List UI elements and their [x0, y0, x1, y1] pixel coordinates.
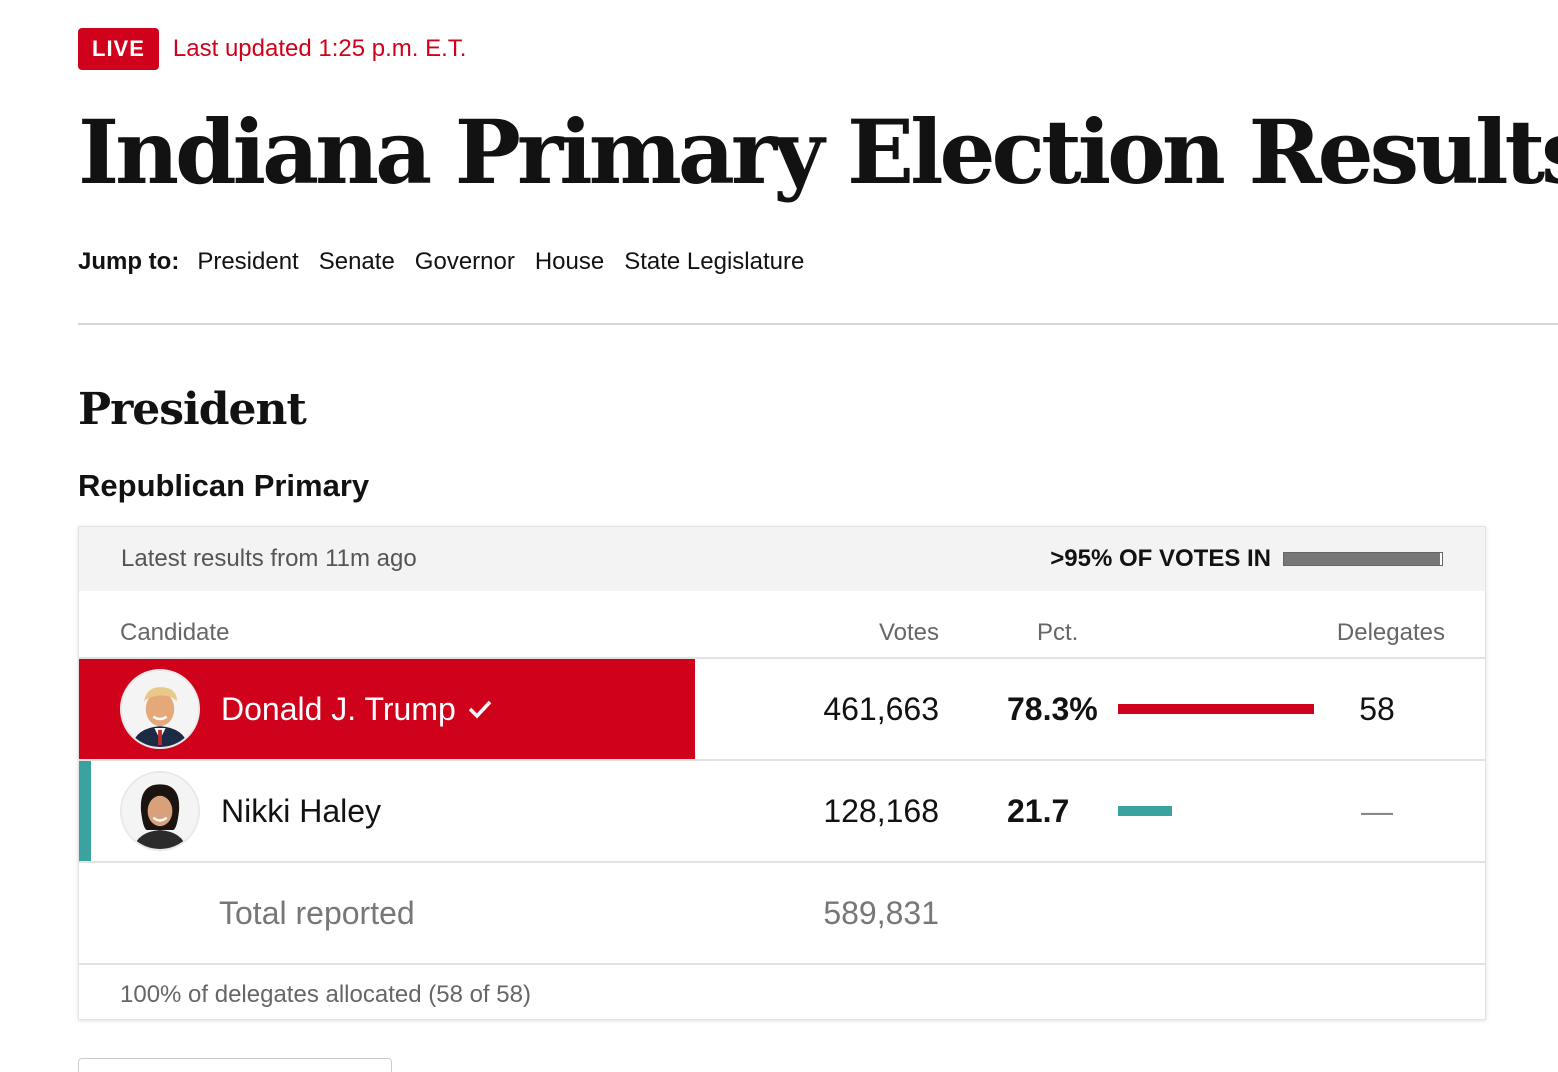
column-header-delegates: Delegates [1336, 619, 1445, 646]
candidate-pct-bar [1118, 704, 1314, 714]
votes-in-indicator: >95% OF VOTES IN [1050, 545, 1443, 573]
column-header-pct: Pct. [1037, 619, 1079, 646]
candidate-row-haley: Nikki Haley 128,168 21.7 — [79, 761, 1485, 863]
latest-results-text: Latest results from 11m ago [121, 545, 417, 572]
jump-link-house[interactable]: House [534, 248, 605, 275]
candidate-pct: 21.7 [1007, 793, 1070, 829]
column-header-votes: Votes [878, 619, 939, 646]
jump-to-nav: Jump to: President Senate Governor House… [78, 248, 824, 276]
race-title: Republican Primary [78, 468, 370, 503]
candidate-color-accent [79, 761, 91, 861]
check-icon [468, 699, 492, 719]
results-table: Latest results from 11m ago >95% OF VOTE… [78, 526, 1486, 1020]
total-row: Total reported 589,831 [79, 863, 1485, 965]
candidate-pct-bar [1118, 806, 1173, 816]
candidate-photo-haley [120, 771, 200, 851]
section-title: President [78, 384, 307, 435]
results-header: Latest results from 11m ago >95% OF VOTE… [79, 527, 1485, 591]
jump-link-president[interactable]: President [197, 248, 299, 275]
candidate-delegates: 58 [1359, 691, 1395, 727]
candidate-row-trump: Donald J. Trump 461,663 78.3% 58 [79, 659, 1485, 761]
trump-photo-icon [122, 671, 198, 747]
jump-link-senate[interactable]: Senate [318, 248, 395, 275]
expand-button[interactable] [78, 1058, 392, 1072]
total-reported-label: Total reported [219, 895, 415, 931]
candidate-votes: 128,168 [823, 793, 939, 829]
candidate-name-block: Nikki Haley [79, 761, 381, 861]
last-updated-text: Last updated 1:25 p.m. E.T. [172, 35, 467, 62]
jump-to-label: Jump to: [78, 248, 180, 275]
candidate-delegates: — [1361, 793, 1393, 829]
votes-in-progress-fill [1284, 553, 1441, 565]
votes-in-progress-bar [1283, 552, 1443, 566]
delegates-footnote: 100% of delegates allocated (58 of 58) [120, 981, 531, 1008]
total-reported-votes: 589,831 [823, 895, 939, 931]
candidate-name-block: Donald J. Trump [79, 659, 695, 759]
candidate-name: Donald J. Trump [221, 690, 456, 727]
page-title: Indiana Primary Election Results [78, 100, 1558, 204]
jump-link-state-legislature[interactable]: State Legislature [624, 248, 805, 275]
section-divider [78, 323, 1558, 325]
live-badge: LIVE [78, 28, 159, 70]
column-headers: Candidate Votes Pct. Delegates [79, 591, 1485, 659]
candidate-name: Nikki Haley [221, 792, 382, 829]
candidate-pct: 78.3% [1007, 691, 1098, 727]
haley-photo-icon [122, 773, 198, 849]
jump-link-governor[interactable]: Governor [414, 248, 515, 275]
votes-in-label: >95% OF VOTES IN [1050, 545, 1271, 572]
live-status-row: LIVE Last updated 1:25 p.m. E.T. [78, 28, 466, 70]
candidate-photo-trump [120, 669, 200, 749]
column-header-candidate: Candidate [120, 619, 230, 646]
candidate-votes: 461,663 [823, 691, 939, 727]
